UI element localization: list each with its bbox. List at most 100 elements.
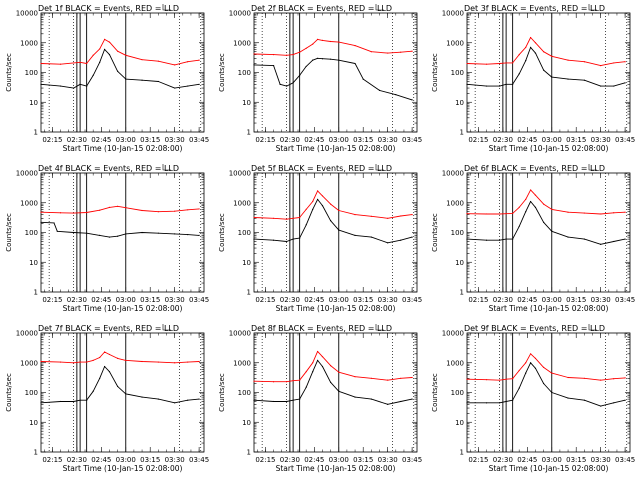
x-tick-label: 03:00: [116, 456, 136, 464]
x-tick-label: 02:15: [255, 456, 275, 464]
lld-point: [157, 211, 159, 213]
lld-series-line: [466, 37, 626, 67]
y-tick-label: 1000: [446, 359, 464, 367]
events-point: [73, 400, 75, 403]
events-point: [512, 83, 514, 85]
lld-point: [338, 371, 340, 373]
plot-panel-9: 1 10 100 1000 10000 02:15 02:30 02:45 03:00 03:15…: [431, 324, 635, 473]
y-tick-label: 1000: [233, 359, 251, 367]
y-axis-label: Counts/sec: [218, 373, 226, 412]
lld-point: [174, 64, 176, 66]
events-point: [338, 229, 340, 231]
x-tick-label: 03:45: [189, 296, 209, 304]
lld-point: [529, 36, 532, 39]
events-point: [534, 206, 537, 208]
lld-point: [125, 54, 127, 56]
lld-point: [198, 208, 200, 210]
lld-point: [312, 200, 314, 203]
plot-frame: [40, 12, 205, 133]
y-tick-label: 100: [238, 229, 251, 237]
y-tick-label: 1: [34, 449, 38, 457]
y-tick-label: 100: [238, 69, 251, 77]
x-tick-label: 02:45: [517, 296, 537, 304]
lld-point: [387, 379, 389, 381]
plot-title: Det 4f BLACK = Events, RED = LLD: [38, 164, 179, 173]
events-point: [518, 387, 520, 389]
events-point: [583, 79, 585, 81]
events-point: [624, 238, 626, 240]
lld-point: [330, 365, 332, 367]
lld-point: [529, 353, 532, 355]
events-point: [141, 231, 143, 234]
lld-point: [534, 357, 537, 360]
y-tick-label: 10: [242, 259, 251, 267]
events-point: [312, 208, 314, 210]
events-point: [117, 70, 119, 72]
lld-point: [567, 376, 569, 379]
events-point: [362, 78, 364, 80]
x-tick-label: 03:45: [615, 296, 635, 304]
lld-point: [543, 203, 545, 205]
events-point: [92, 74, 94, 76]
events-point: [567, 397, 569, 399]
y-tick-label: 10: [455, 99, 464, 107]
events-point: [499, 239, 501, 241]
events-point: [485, 239, 488, 241]
y-tick-label: 100: [451, 229, 464, 237]
events-point: [174, 233, 176, 235]
events-point: [312, 371, 314, 373]
y-tick-label: 10: [29, 99, 38, 107]
lld-point: [525, 46, 527, 48]
x-axis-label: Start Time (10-Jan-15 02:08:00): [276, 304, 396, 313]
lld-point: [272, 381, 275, 383]
events-point: [79, 399, 81, 401]
bracket-glyph: [162, 4, 171, 11]
events-point: [525, 60, 527, 62]
lld-point: [103, 351, 106, 353]
x-tick-label: 02:15: [42, 136, 62, 144]
lld-point: [187, 361, 189, 363]
y-tick-label: 10: [455, 259, 464, 267]
lld-series-line: [253, 190, 413, 220]
y-tick-label: 1: [34, 289, 38, 297]
events-point: [551, 391, 553, 394]
events-point: [99, 234, 101, 236]
x-axis-label: Start Time (10-Jan-15 02:08:00): [276, 464, 396, 473]
y-tick-label: 10000: [442, 10, 464, 18]
events-point: [370, 236, 372, 238]
events-point: [59, 85, 62, 87]
lld-point: [534, 194, 537, 196]
lld-point: [141, 360, 143, 363]
lld-point: [103, 38, 106, 40]
x-tick-label: 03:45: [402, 136, 422, 144]
x-tick-label: 02:15: [255, 296, 275, 304]
events-point: [108, 371, 111, 373]
plot-frame: [466, 172, 631, 293]
y-axis-label: Counts/sec: [431, 53, 439, 92]
events-point: [534, 52, 537, 54]
lld-point: [543, 51, 545, 53]
x-tick-label: 03:00: [116, 136, 136, 144]
x-tick-label: 02:15: [468, 456, 488, 464]
events-point: [299, 237, 301, 239]
bracket-glyph: [375, 164, 384, 171]
lld-point: [466, 213, 468, 215]
events-point: [157, 80, 159, 83]
plot-title: Det 2f BLACK = Events, RED = LLD: [251, 4, 392, 13]
events-point: [411, 236, 413, 238]
lld-point: [108, 353, 111, 356]
x-tick-label: 03:30: [591, 456, 611, 464]
x-tick-label: 03:15: [353, 136, 373, 144]
events-point: [400, 239, 402, 241]
y-tick-label: 100: [451, 69, 464, 77]
x-tick-label: 03:15: [566, 296, 586, 304]
y-tick-label: 10: [29, 259, 38, 267]
x-tick-label: 03:30: [378, 136, 398, 144]
lld-point: [292, 380, 294, 382]
x-tick-label: 03:30: [165, 136, 185, 144]
events-point: [338, 59, 340, 61]
plot-title: Det 9f BLACK = Events, RED = LLD: [464, 324, 605, 333]
y-tick-label: 1: [460, 129, 464, 137]
y-tick-label: 10000: [229, 330, 251, 338]
